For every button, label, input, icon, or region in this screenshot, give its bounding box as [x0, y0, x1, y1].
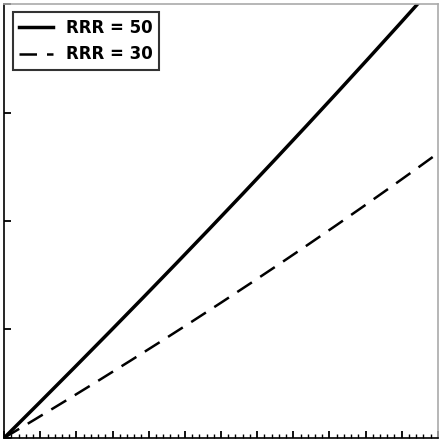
Line: RRR = 50: RRR = 50	[4, 0, 438, 438]
RRR = 30	[343, 216, 348, 221]
Line: RRR = 30: RRR = 30	[4, 153, 438, 438]
RRR = 30	[213, 304, 218, 309]
RRR = 50	[1, 435, 7, 441]
RRR = 50	[201, 232, 206, 238]
RRR = 30	[201, 312, 206, 317]
RRR = 30	[23, 422, 29, 427]
RRR = 30	[423, 160, 428, 165]
RRR = 30	[423, 160, 428, 165]
RRR = 30	[435, 151, 441, 156]
RRR = 50	[23, 413, 29, 419]
RRR = 30	[1, 435, 7, 441]
RRR = 50	[343, 81, 348, 86]
RRR = 50	[213, 220, 218, 225]
Legend: RRR = 50, RRR = 30: RRR = 50, RRR = 30	[12, 12, 159, 70]
